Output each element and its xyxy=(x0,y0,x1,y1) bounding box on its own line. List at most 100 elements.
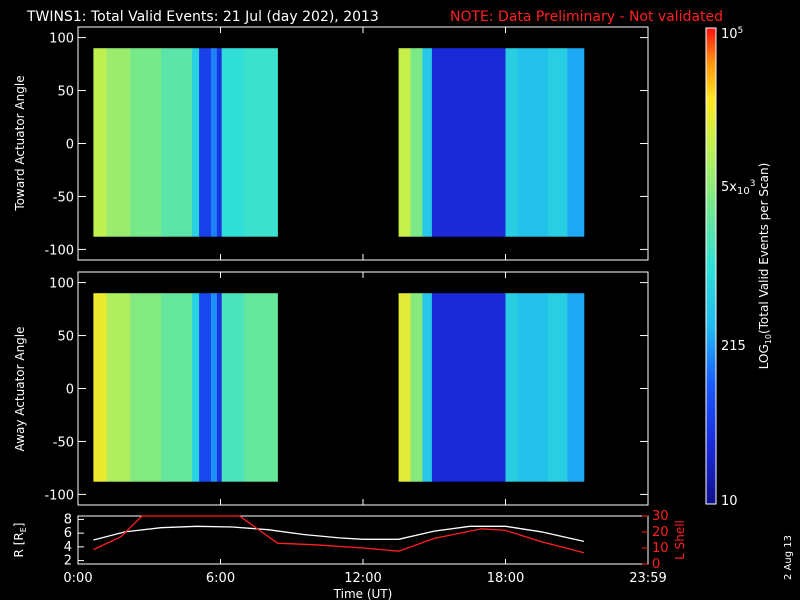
ephemeris-panel-frame xyxy=(77,515,649,565)
y-tick-label: 100 xyxy=(49,277,74,292)
lshell-tick-label: 0 xyxy=(652,557,660,572)
radius-tick-label: 8 xyxy=(64,512,72,527)
y-tick-label: -50 xyxy=(53,190,74,205)
colorbar-tick-mid-base: 5x xyxy=(721,180,737,195)
heatmap-column xyxy=(106,48,131,237)
y-tick-label: -50 xyxy=(53,435,74,450)
away-heatmap xyxy=(93,293,585,482)
heatmap-column xyxy=(199,48,212,237)
heatmap-column xyxy=(161,293,193,482)
radius-tick-label: 4 xyxy=(64,540,72,555)
colorbar-gradient xyxy=(705,27,717,505)
heatmap-column xyxy=(244,48,278,237)
colorbar-tick-top-base: 10 xyxy=(721,27,738,42)
heatmap-column xyxy=(431,293,506,482)
heatmap-column xyxy=(431,48,506,237)
ephemeris-lines xyxy=(93,515,585,554)
colorbar-tick-mid-exp: 3 xyxy=(750,179,756,189)
radius-ylabel-text: R [R xyxy=(12,532,26,557)
heatmap-column xyxy=(216,48,223,237)
toward-ylabel: Toward Actuator Angle xyxy=(13,75,27,211)
heatmap-column xyxy=(517,48,549,237)
heatmap-column xyxy=(216,293,223,482)
heatmap-column xyxy=(548,293,568,482)
time-tick-label: 18:00 xyxy=(487,571,524,586)
heatmap-column xyxy=(130,48,162,237)
lshell-line xyxy=(93,515,585,554)
time-x-ticks: 0:00 6:00 12:00 18:00 23:59 xyxy=(63,559,667,586)
heatmap-column xyxy=(410,293,423,482)
colorbar-tick-bottom: 10 xyxy=(721,494,738,509)
radius-line xyxy=(93,525,585,543)
heatmap-column xyxy=(211,293,218,482)
heatmap-column xyxy=(93,293,107,482)
away-y-ticks: 100 50 0 -50 -100 xyxy=(44,272,649,505)
radius-tick-label: 6 xyxy=(64,526,72,541)
radius-ylabel-sub: E xyxy=(19,527,28,532)
time-tick-label: 23:59 xyxy=(629,571,666,586)
heatmap-column xyxy=(244,293,278,482)
radius-ylabel-end: ] xyxy=(12,523,26,528)
y-tick-label: 50 xyxy=(57,85,74,100)
heatmap-column xyxy=(517,293,549,482)
time-tick-label: 6:00 xyxy=(206,571,235,586)
colorbar-label-sub: 10 xyxy=(764,334,773,344)
y-tick-label: 50 xyxy=(57,330,74,345)
lshell-tick-label: 30 xyxy=(652,509,669,524)
heatmap-column xyxy=(93,48,107,237)
time-tick-label: 12:00 xyxy=(344,571,381,586)
colorbar-tick-mid: 5x103 xyxy=(721,179,755,197)
y-tick-label: -100 xyxy=(44,243,74,258)
lshell-ylabel: L Shell xyxy=(673,520,687,560)
heatmap-column xyxy=(221,48,245,237)
toward-heatmap xyxy=(93,48,585,237)
heatmap-column xyxy=(567,48,585,237)
heatmap-column xyxy=(221,293,245,482)
date-stamp: 2 Aug 13 xyxy=(783,535,794,580)
y-tick-label: -100 xyxy=(44,488,74,503)
figure-title: TWINS1: Total Valid Events: 21 Jul (day … xyxy=(26,9,379,25)
lshell-tick-label: 10 xyxy=(652,541,669,556)
heatmap-column xyxy=(548,48,568,237)
colorbar: 105 5x103 215 10 LOG10(Total Valid Event… xyxy=(705,26,773,509)
heatmap-column xyxy=(398,293,411,482)
heatmap-column xyxy=(192,48,200,237)
colorbar-tick-lower: 215 xyxy=(721,339,746,354)
heatmap-column xyxy=(422,48,433,237)
colorbar-label-log: LOG xyxy=(757,344,771,369)
time-xlabel: Time (UT) xyxy=(333,587,393,600)
away-ylabel: Away Actuator Angle xyxy=(13,326,27,451)
toward-y-ticks: 100 50 0 -50 -100 xyxy=(44,27,649,260)
toward-panel: 100 50 0 -50 -100 Toward Actuator Angle xyxy=(13,26,649,261)
time-tick-label: 0:00 xyxy=(63,571,92,586)
radius-ylabel: R [RE] xyxy=(12,523,28,558)
heatmap-column xyxy=(211,48,218,237)
colorbar-label: LOG10(Total Valid Events per Scan) xyxy=(757,163,773,370)
heatmap-column xyxy=(398,48,411,237)
colorbar-tick-top-exp: 5 xyxy=(738,26,744,36)
preliminary-note: NOTE: Data Preliminary - Not validated xyxy=(450,9,723,25)
heatmap-column xyxy=(422,293,433,482)
heatmap-column xyxy=(199,293,212,482)
colorbar-tick-mid-base2: 10 xyxy=(737,186,750,197)
y-tick-label: 0 xyxy=(66,138,74,153)
colorbar-tick-top: 105 xyxy=(721,26,743,42)
heatmap-column xyxy=(130,293,162,482)
heatmap-column xyxy=(505,48,518,237)
heatmap-column xyxy=(567,293,585,482)
heatmap-column xyxy=(192,293,200,482)
colorbar-label-rest: (Total Valid Events per Scan) xyxy=(757,163,771,334)
heatmap-column xyxy=(505,293,518,482)
heatmap-column xyxy=(161,48,193,237)
heatmap-column xyxy=(410,48,423,237)
radius-tick-label: 2 xyxy=(64,554,72,569)
y-tick-label: 100 xyxy=(49,32,74,47)
y-tick-label: 0 xyxy=(66,383,74,398)
heatmap-column xyxy=(106,293,131,482)
away-panel: 100 50 0 -50 -100 Away Actuator Angle xyxy=(13,271,649,506)
lshell-tick-label: 20 xyxy=(652,525,669,540)
